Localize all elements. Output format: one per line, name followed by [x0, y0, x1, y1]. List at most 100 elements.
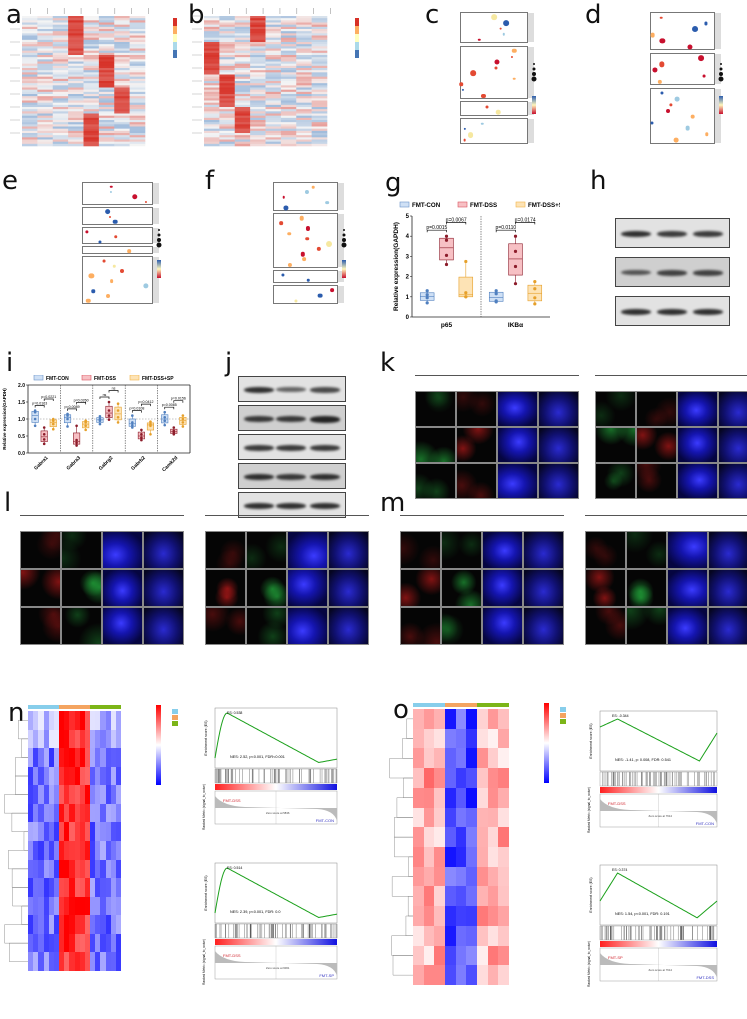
heatmap-cell	[311, 55, 328, 58]
heatmap-cell	[95, 822, 101, 842]
heatmap-cell	[219, 61, 236, 64]
kegg-dot	[302, 257, 307, 262]
heatmap-cell	[98, 83, 115, 86]
data-point	[107, 418, 111, 421]
heatmap-cell	[110, 952, 117, 972]
heatmap-cell	[219, 124, 236, 127]
heatmap-cell	[52, 37, 69, 41]
heatmap-cell	[296, 141, 312, 145]
heatmap-cell	[22, 107, 38, 110]
heatmap-cell	[98, 22, 115, 25]
heatmap-cell	[115, 859, 122, 879]
heatmap-cell	[33, 748, 39, 767]
heatmap-cell	[296, 16, 312, 19]
heatmap-cell	[22, 57, 38, 60]
heatmap-cell	[74, 711, 80, 730]
heatmap-cell	[114, 16, 130, 19]
region-label	[400, 515, 564, 516]
micrograph	[497, 463, 538, 499]
heatmap-cell	[265, 22, 282, 25]
heatmap-cell	[114, 52, 130, 56]
heatmap-cell	[280, 128, 297, 132]
heatmap-cell	[22, 83, 38, 86]
heatmap-cell	[69, 785, 75, 805]
micrograph	[328, 607, 369, 645]
heatmap-cell	[280, 109, 297, 112]
micrograph	[20, 607, 61, 645]
kegg-enrichment-c	[370, 0, 560, 160]
heatmap-cell	[234, 65, 251, 69]
heatmap-cell	[79, 711, 86, 730]
heatmap-cell	[37, 122, 54, 125]
heatmap-cell	[250, 50, 266, 54]
gsea-svg: Enrichment score (ES)NES: 2.52, p<0.001,…	[202, 707, 338, 830]
dendrogram-branch	[4, 924, 28, 944]
kegg-category-box	[460, 12, 534, 44]
heatmap-cell	[280, 94, 297, 97]
heatmap-cell	[311, 133, 328, 136]
pvalue-color-legend	[719, 96, 723, 114]
heatmap-cell	[22, 128, 38, 132]
heatmap-cell	[296, 24, 312, 28]
enrichment-score-curve	[214, 712, 338, 764]
heatmap-cell	[52, 76, 69, 80]
micrograph	[595, 463, 636, 499]
heatmap-cell	[204, 37, 220, 41]
kegg-category-strip	[528, 102, 534, 115]
heatmap-cell	[280, 130, 297, 134]
kegg-dot	[495, 110, 501, 115]
heatmap-cell	[265, 20, 282, 23]
heatmap-cell	[48, 878, 55, 897]
heatmap-cell	[68, 35, 84, 38]
heatmap-cell	[28, 803, 34, 823]
heatmap-cell	[37, 130, 54, 134]
heatmap-cell	[466, 728, 478, 749]
heatmap-cell	[311, 107, 328, 110]
heatmap-cell	[48, 952, 55, 972]
dendrogram-branch	[403, 777, 413, 798]
heatmap-cell	[265, 107, 282, 110]
heatmap-cell	[219, 107, 236, 110]
heatmap-cell	[250, 83, 266, 86]
heatmap-cell	[114, 35, 130, 38]
significance-bracket	[108, 390, 119, 393]
kegg-dot	[306, 278, 310, 282]
heatmap-cell	[234, 113, 251, 116]
kegg-dot	[330, 288, 334, 293]
positive-phenotype-label: FMT-SP	[608, 955, 623, 960]
heatmap-cell	[68, 94, 84, 97]
heatmap-cell	[204, 94, 220, 97]
heatmap-cell	[455, 807, 467, 828]
significance-bracket	[446, 222, 467, 225]
kegg-dot	[660, 16, 663, 19]
heatmap-cell	[114, 44, 130, 47]
heatmap-cell	[265, 120, 282, 123]
heatmap-cell	[234, 94, 251, 97]
heatmap-cell	[83, 133, 100, 136]
heatmap-cell	[37, 50, 54, 54]
heatmap-cell	[129, 42, 146, 45]
heatmap-cell	[52, 42, 69, 45]
heatmap-cell	[83, 35, 100, 38]
micrograph	[636, 427, 677, 463]
heatmap-cell	[204, 46, 220, 49]
heatmap-cell	[114, 61, 130, 64]
heatmap-cell	[250, 55, 266, 58]
heatmap-cell	[129, 55, 146, 58]
heatmap-cell	[100, 729, 106, 749]
kegg-dot	[109, 279, 114, 284]
heatmap-cell	[110, 711, 117, 730]
heatmap-cell	[98, 98, 115, 101]
data-point	[425, 301, 429, 305]
data-point	[107, 400, 111, 404]
kegg-category-box	[273, 182, 344, 211]
heatmap-cell	[219, 91, 236, 95]
heatmap-cell	[74, 748, 80, 767]
heatmap-cell	[250, 57, 266, 60]
blot-strip	[238, 434, 346, 460]
data-point	[116, 416, 120, 419]
heatmap-cell	[250, 72, 266, 75]
heatmap-cell	[423, 709, 435, 729]
data-point	[444, 238, 449, 242]
heatmap-cell	[68, 85, 84, 88]
